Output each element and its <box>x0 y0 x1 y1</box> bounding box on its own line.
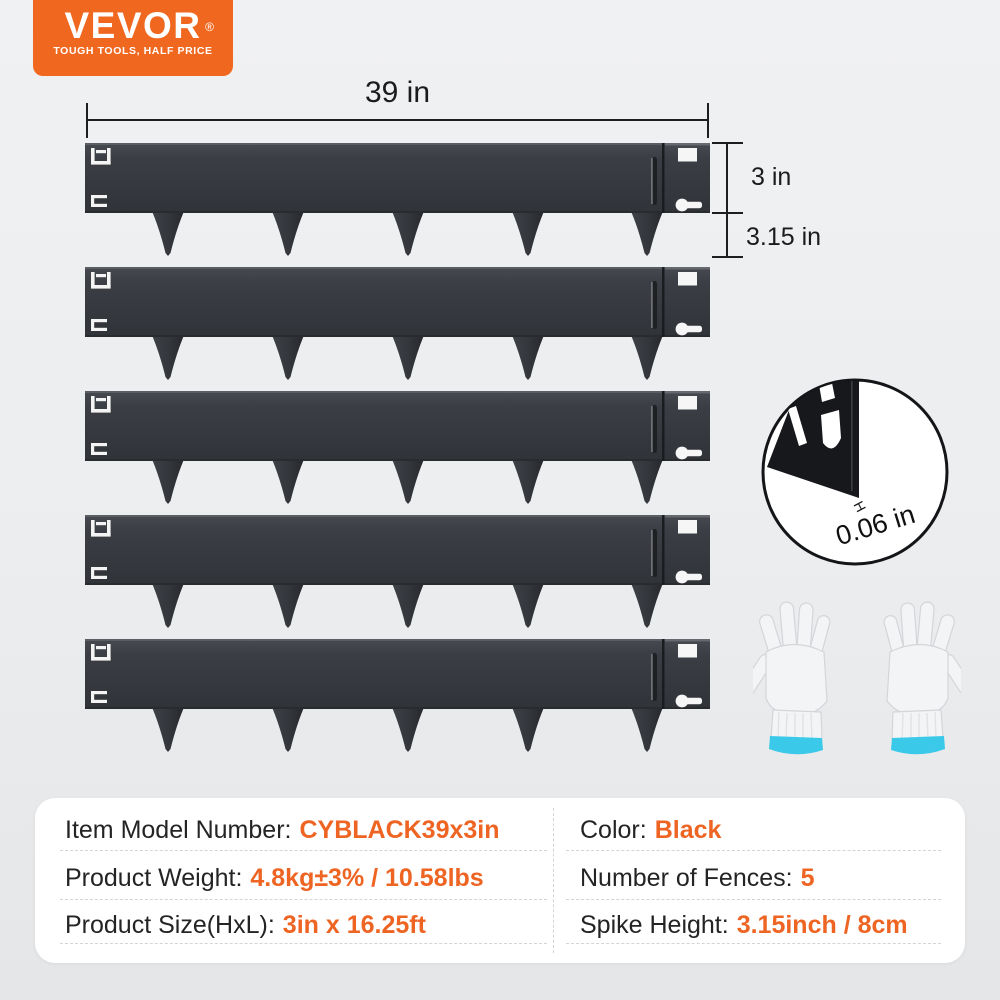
spike-height-label: 3.15 in <box>746 223 822 251</box>
lock-square-cutout <box>678 520 697 534</box>
groove-slot <box>652 281 657 329</box>
tab-cutout <box>91 567 107 579</box>
fence-strip <box>85 391 710 504</box>
spec-spike-height: Spike Height: 3.15inch / 8cm <box>580 911 908 939</box>
vevor-logo: VEVOR ® TOUGH TOOLS, HALF PRICE <box>33 0 233 76</box>
steel-edge-closeup <box>767 381 859 498</box>
fence-strip <box>85 267 710 380</box>
spec-label: Item Model Number: <box>65 816 292 844</box>
spec-fence-count: Number of Fences: 5 <box>580 864 815 892</box>
row-divider <box>566 850 941 851</box>
connector-seam <box>662 391 665 461</box>
spec-value: 4.8kg±3% / 10.58lbs <box>250 864 484 892</box>
row-divider <box>60 899 547 900</box>
row-divider <box>566 943 941 944</box>
lock-square-cutout <box>678 396 697 410</box>
steel-panel <box>85 143 710 213</box>
groove-slot <box>652 405 657 453</box>
steel-panel <box>85 515 710 585</box>
fence-strip <box>85 143 710 256</box>
spec-label: Spike Height: <box>580 911 729 939</box>
keyhole-cutout <box>675 198 702 212</box>
stake-slot-cutout <box>91 644 111 661</box>
spec-value: 3.15inch / 8cm <box>736 911 908 939</box>
lock-square-cutout <box>678 644 697 658</box>
work-gloves <box>753 600 961 755</box>
ground-spikes <box>151 457 664 504</box>
thickness-detail-callout: H 0.06 in <box>761 378 949 566</box>
brand-name: VEVOR ® <box>64 5 216 46</box>
groove-slot <box>652 653 657 701</box>
ground-spikes <box>151 333 664 380</box>
total-length-label: 39 in <box>364 76 431 109</box>
fence-strip <box>85 515 710 628</box>
keyhole-cutout <box>675 694 702 708</box>
row-divider <box>60 943 547 944</box>
panel-height-label: 3 in <box>751 163 792 191</box>
spec-label: Product Size(HxL): <box>65 911 275 939</box>
lock-square-cutout <box>678 148 697 162</box>
height-dimension-line <box>712 142 743 258</box>
keyhole-cutout <box>675 446 702 460</box>
spec-label: Product Weight: <box>65 864 243 892</box>
connector-seam <box>662 267 665 337</box>
spec-value: 3in x 16.25ft <box>282 911 426 939</box>
registered-mark: ® <box>205 20 216 34</box>
spec-size: Product Size(HxL): 3in x 16.25ft <box>65 911 426 939</box>
tab-cutout <box>91 319 107 331</box>
column-divider <box>553 808 554 953</box>
steel-panel <box>85 267 710 337</box>
brand-tagline: TOUGH TOOLS, HALF PRICE <box>53 45 213 57</box>
spec-value: 5 <box>800 864 815 892</box>
keyhole-cutout <box>675 570 702 584</box>
stake-slot-cutout <box>91 520 111 537</box>
spec-weight: Product Weight: 4.8kg±3% / 10.58lbs <box>65 864 484 892</box>
tab-cutout <box>91 691 107 703</box>
spec-card <box>35 798 965 963</box>
spec-color: Color: Black <box>580 816 721 844</box>
row-divider <box>566 899 941 900</box>
connector-seam <box>662 143 665 213</box>
groove-slot <box>652 157 657 205</box>
steel-panel <box>85 639 710 709</box>
fence-strip <box>85 639 710 752</box>
stake-slot-cutout <box>91 148 111 165</box>
groove-slot <box>652 529 657 577</box>
connector-seam <box>662 515 665 585</box>
ground-spikes <box>151 705 664 752</box>
spec-label: Number of Fences: <box>580 864 793 892</box>
spec-value: CYBLACK39x3in <box>299 816 500 844</box>
spec-value: Black <box>654 816 722 844</box>
tab-cutout <box>91 443 107 455</box>
keyhole-cutout <box>675 322 702 336</box>
stake-slot-cutout <box>91 396 111 413</box>
spec-label: Color: <box>580 816 647 844</box>
connector-seam <box>662 639 665 709</box>
tab-cutout <box>91 195 107 207</box>
ground-spikes <box>151 581 664 628</box>
stake-slot-cutout <box>91 272 111 289</box>
ground-spikes <box>151 209 664 256</box>
total-length-dimension-line <box>86 103 709 138</box>
row-divider <box>60 850 547 851</box>
steel-panel <box>85 391 710 461</box>
lock-square-cutout <box>678 272 697 286</box>
spec-model-number: Item Model Number: CYBLACK39x3in <box>65 816 500 844</box>
